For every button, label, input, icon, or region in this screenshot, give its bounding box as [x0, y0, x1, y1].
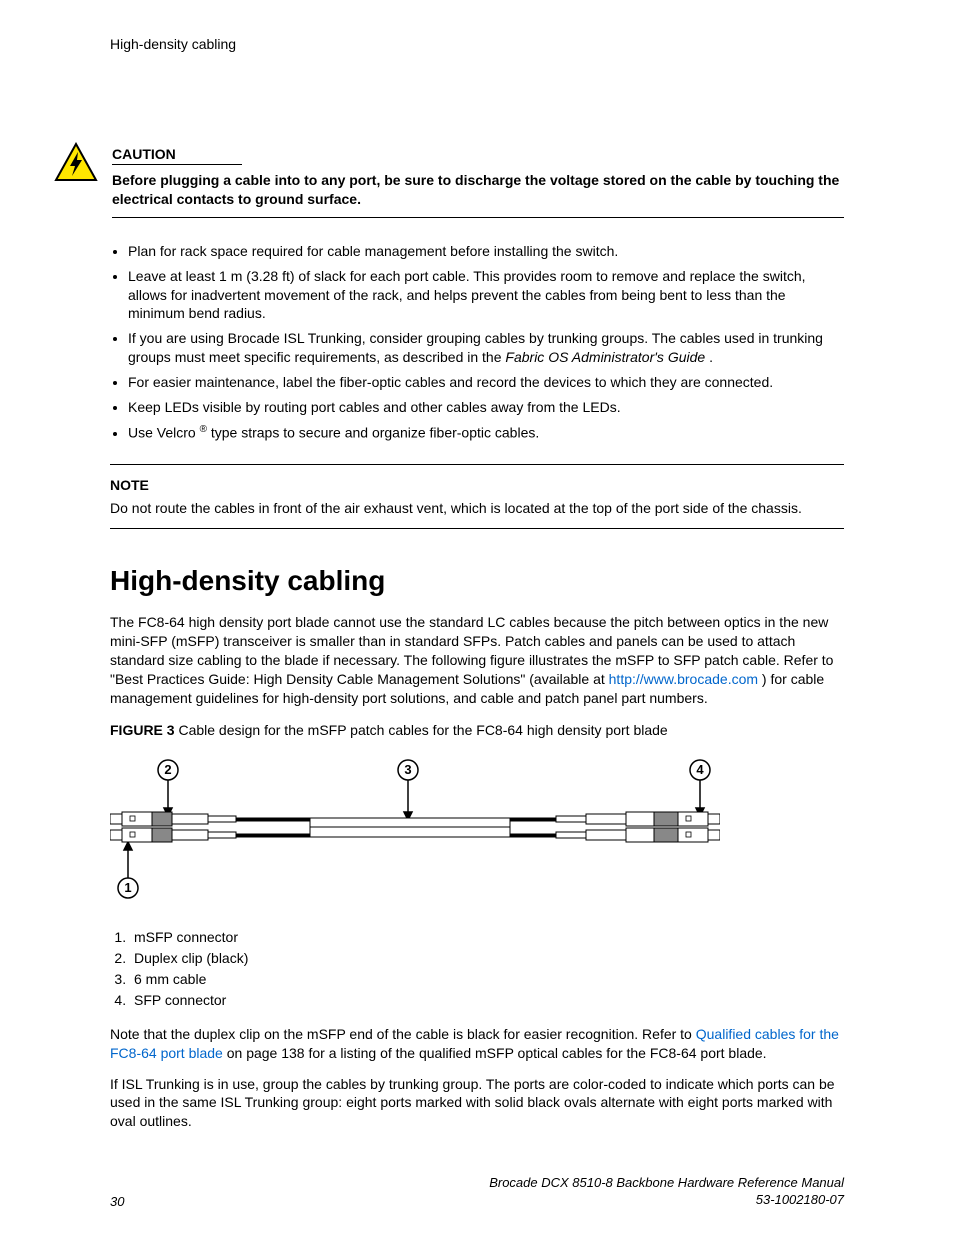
- caution-block: CAUTION Before plugging a cable into to …: [54, 142, 844, 228]
- caution-lightning-icon: [54, 142, 98, 182]
- note-title: NOTE: [110, 477, 844, 493]
- bullet-item: If you are using Brocade ISL Trunking, c…: [128, 329, 844, 367]
- caution-rule-top: [112, 164, 242, 165]
- bullet-text: Use Velcro: [128, 425, 200, 441]
- bullet-item: Keep LEDs visible by routing port cables…: [128, 398, 844, 417]
- bullet-text: type straps to secure and organize fiber…: [207, 425, 539, 441]
- figure: 2 3 4 1: [110, 756, 720, 911]
- registered-icon: ®: [200, 424, 207, 435]
- closing-para-1: Note that the duplex clip on the mSFP en…: [110, 1025, 844, 1063]
- bullet-item: For easier maintenance, label the fiber-…: [128, 373, 844, 392]
- legend-item: 6 mm cable: [130, 969, 844, 990]
- page-footer: 30 Brocade DCX 8510-8 Backbone Hardware …: [110, 1175, 844, 1209]
- section-heading: High-density cabling: [110, 565, 844, 597]
- footer-docnum: 53-1002180-07: [489, 1192, 844, 1209]
- closing-para-2: If ISL Trunking is in use, group the cab…: [110, 1075, 844, 1132]
- page-number: 30: [110, 1194, 124, 1209]
- page: High-density cabling CAUTION Before plug…: [0, 0, 954, 1235]
- note-rule-bottom: [110, 528, 844, 529]
- para-text: Note that the duplex clip on the mSFP en…: [110, 1026, 696, 1042]
- caution-body: Before plugging a cable into to any port…: [112, 171, 844, 209]
- legend-item: Duplex clip (black): [130, 948, 844, 969]
- bullet-text: .: [705, 349, 713, 365]
- legend-item: SFP connector: [130, 990, 844, 1011]
- bullet-item: Leave at least 1 m (3.28 ft) of slack fo…: [128, 267, 844, 324]
- figure-label: FIGURE 3: [110, 722, 175, 738]
- note-body: Do not route the cables in front of the …: [110, 499, 844, 518]
- bullet-list: Plan for rack space required for cable m…: [110, 242, 844, 443]
- running-head: High-density cabling: [110, 36, 844, 52]
- bullet-italic: Fabric OS Administrator's Guide: [505, 349, 705, 365]
- legend-item: mSFP connector: [130, 927, 844, 948]
- figure-caption-text: Cable design for the mSFP patch cables f…: [175, 722, 668, 738]
- bullet-text: If you are using Brocade ISL Trunking, c…: [128, 330, 823, 365]
- footer-title: Brocade DCX 8510-8 Backbone Hardware Ref…: [489, 1175, 844, 1192]
- figure-caption: FIGURE 3 Cable design for the mSFP patch…: [110, 722, 844, 738]
- note-rule-top: [110, 464, 844, 465]
- caution-rule-bottom: [112, 217, 844, 218]
- callout-4: 4: [696, 762, 704, 777]
- figure-legend: mSFP connector Duplex clip (black) 6 mm …: [110, 927, 844, 1011]
- para-text: on page 138 for a listing of the qualifi…: [223, 1045, 767, 1061]
- callout-3: 3: [404, 762, 411, 777]
- bullet-item: Use Velcro ® type straps to secure and o…: [128, 423, 844, 443]
- caution-title: CAUTION: [112, 146, 844, 162]
- bullet-item: Plan for rack space required for cable m…: [128, 242, 844, 261]
- brocade-link[interactable]: http://www.brocade.com: [609, 671, 758, 687]
- section-para: The FC8-64 high density port blade canno…: [110, 613, 844, 707]
- callout-1: 1: [124, 880, 131, 895]
- callout-2: 2: [164, 762, 171, 777]
